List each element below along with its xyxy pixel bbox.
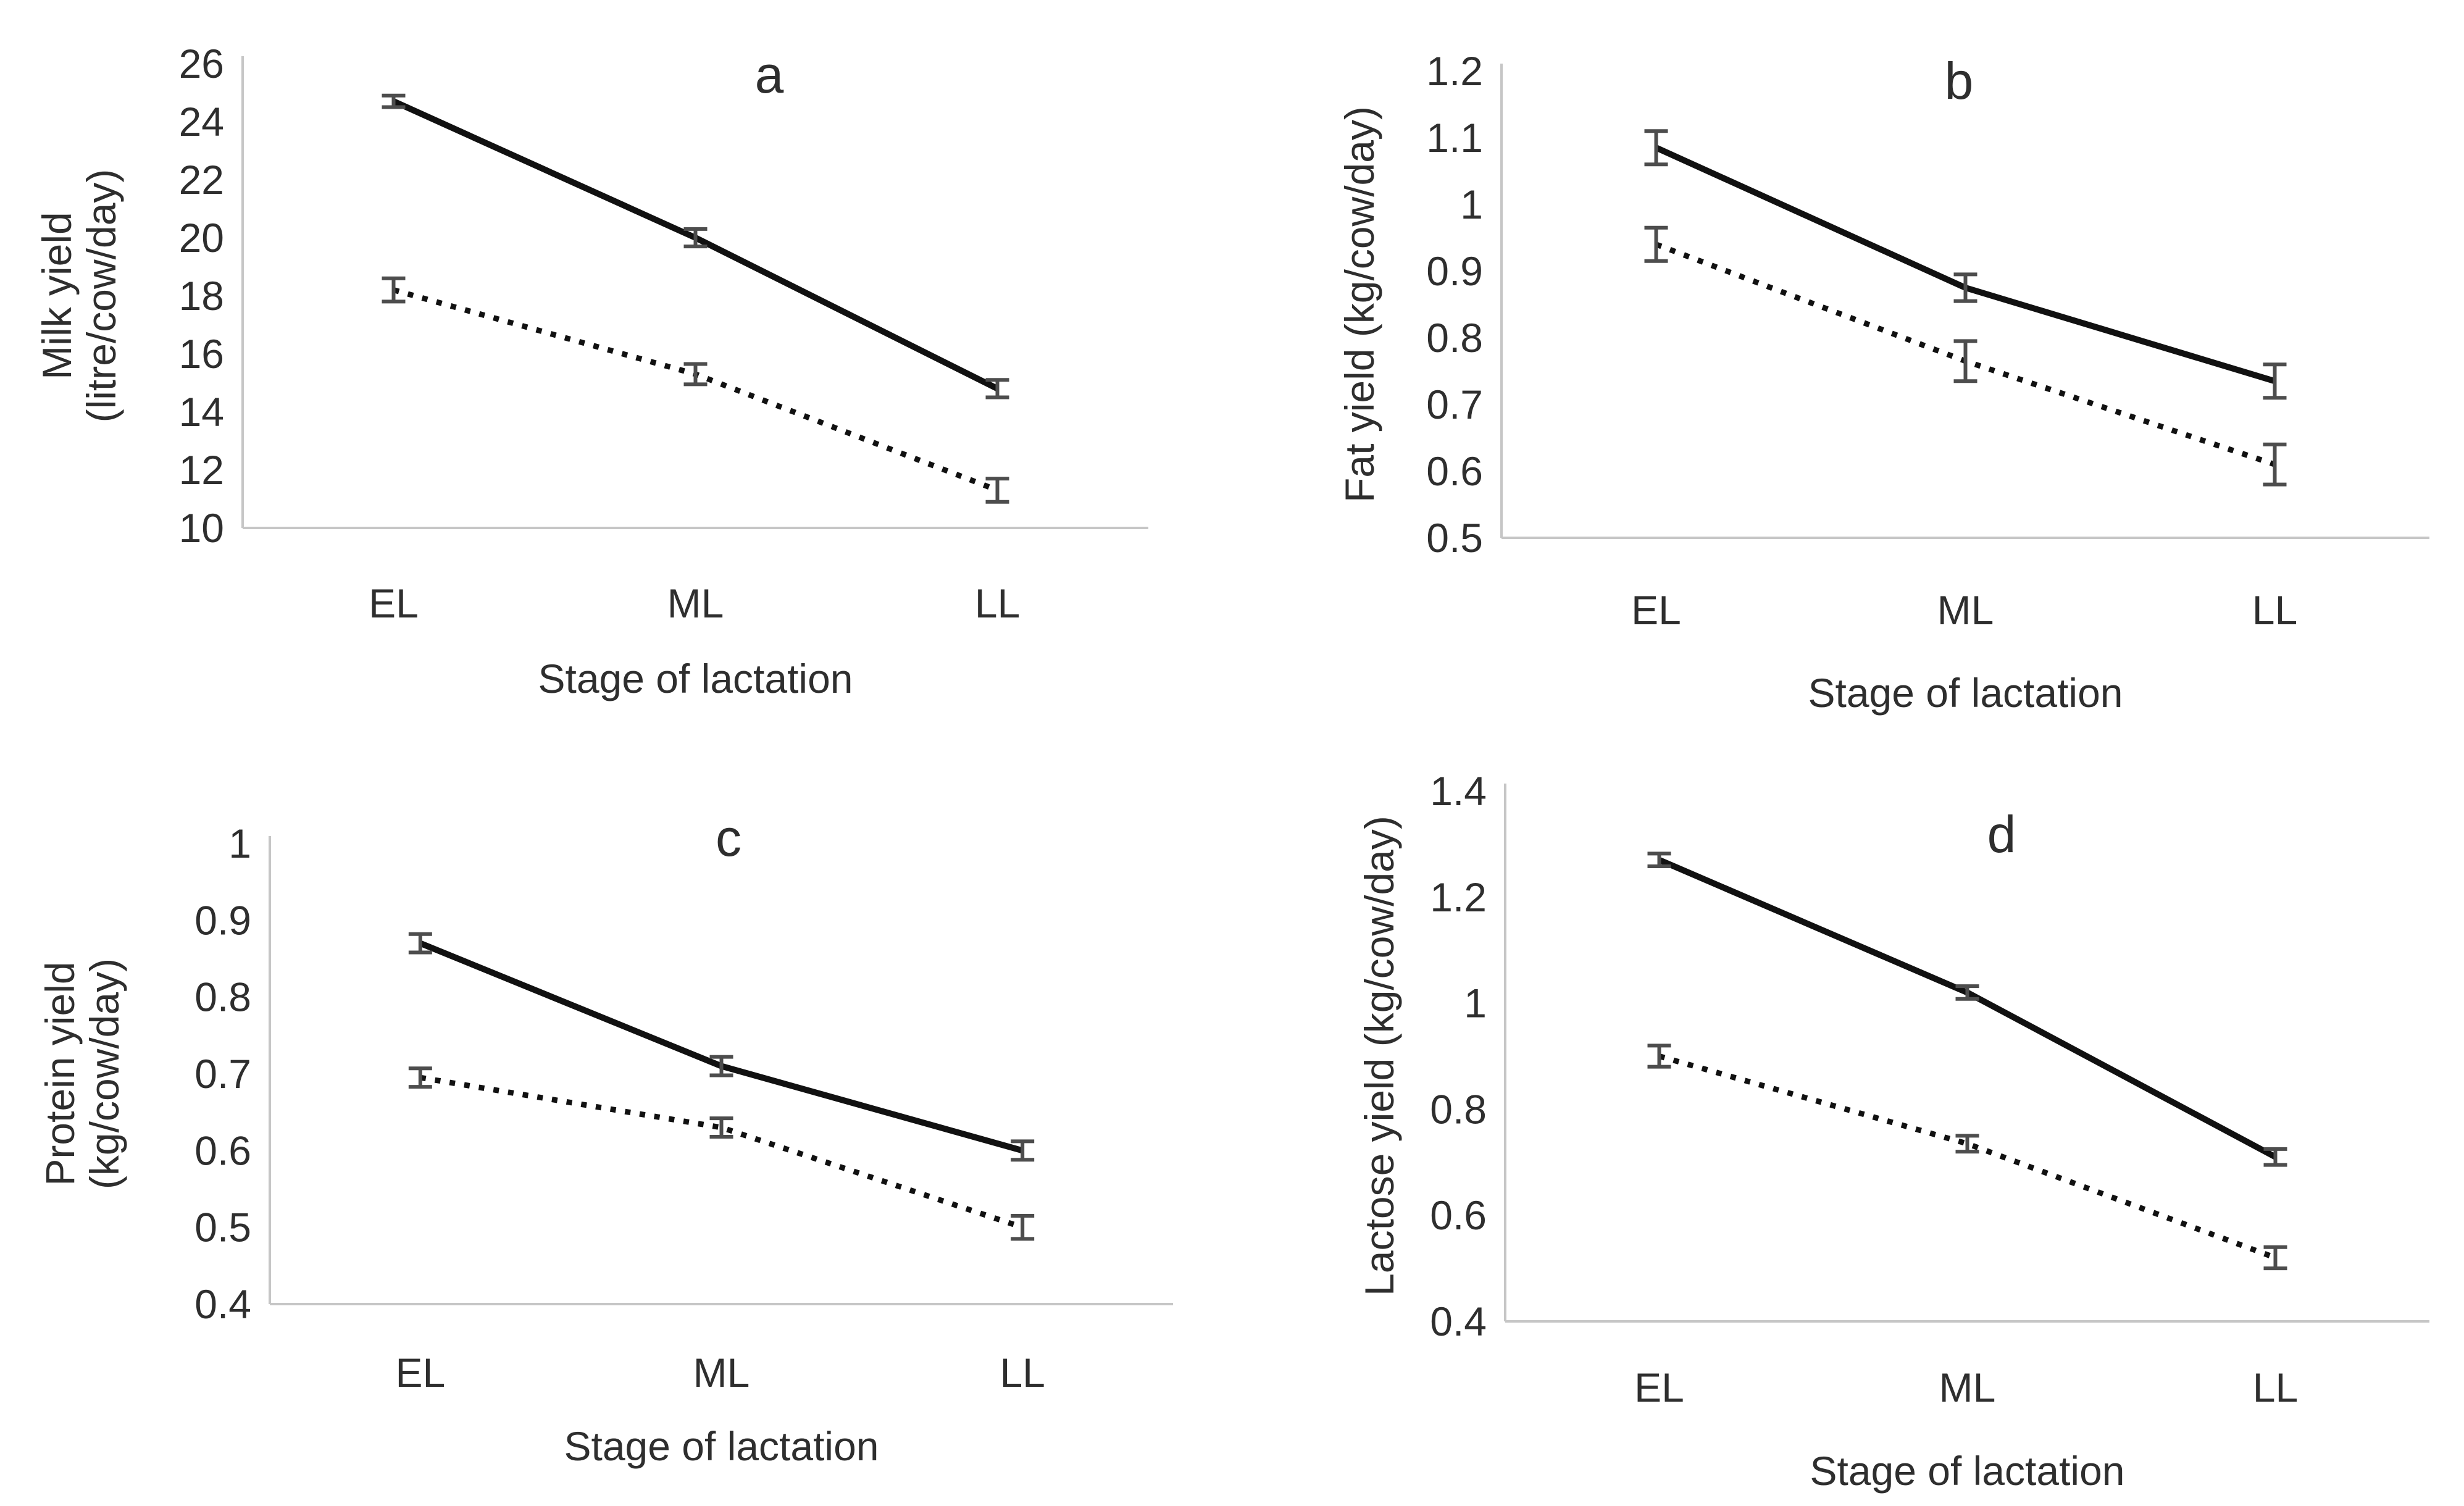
panel-label: b bbox=[1945, 52, 1974, 110]
y-axis-title: (litre/cow/day) bbox=[78, 169, 124, 423]
y-tick-label: 0.6 bbox=[1426, 448, 1483, 494]
x-tick-label: EL bbox=[1631, 587, 1681, 633]
y-tick-label: 1.2 bbox=[1426, 48, 1483, 94]
y-tick-label: 0.9 bbox=[194, 897, 251, 943]
error-bar bbox=[382, 93, 406, 109]
series-line-solid bbox=[1658, 857, 2277, 1160]
series-line-dotted bbox=[1658, 1053, 2277, 1261]
y-tick-label: 20 bbox=[179, 215, 224, 261]
panel-a: 10 12 14 16 18 20 22 24 26 EL ML LL Stage of lactati… bbox=[34, 41, 1148, 701]
x-tick-label: ML bbox=[693, 1350, 750, 1395]
panel-label: d bbox=[1987, 805, 2016, 863]
error-bar bbox=[408, 932, 432, 955]
y-tick-label: 1 bbox=[228, 821, 251, 866]
x-axis-title: Stage of lactation bbox=[1810, 1448, 2124, 1494]
error-bar bbox=[709, 1055, 733, 1077]
error-bar bbox=[683, 227, 708, 249]
y-tick-label: 0.9 bbox=[1426, 248, 1483, 294]
y-tick-label: 22 bbox=[179, 157, 224, 203]
y-tick-label: 0.4 bbox=[194, 1281, 251, 1327]
panel-b: 0.5 0.6 0.7 0.8 0.9 1 1.1 1.2 EL ML LL Stage of lac… bbox=[1337, 48, 2429, 716]
error-bar bbox=[2263, 442, 2287, 487]
y-tick-label: 24 bbox=[179, 99, 224, 144]
y-tick-label: 18 bbox=[179, 273, 224, 319]
panel-label: c bbox=[716, 809, 741, 867]
y-tick-label: 0.5 bbox=[194, 1205, 251, 1250]
y-axis-title: Protein yield bbox=[37, 961, 83, 1186]
x-tick-label: LL bbox=[1000, 1350, 1045, 1395]
error-bar bbox=[985, 477, 1009, 504]
error-bar bbox=[1953, 339, 1977, 383]
y-tick-label: 1 bbox=[1460, 182, 1483, 227]
y-axis-title: (kg/cow/day) bbox=[81, 958, 127, 1189]
y-tick-label: 0.4 bbox=[1430, 1299, 1487, 1344]
y-tick-label: 12 bbox=[179, 447, 224, 493]
x-tick-label: ML bbox=[1939, 1365, 1996, 1410]
y-tick-label: 1.4 bbox=[1430, 768, 1487, 814]
y-axis-title: Milk yield bbox=[34, 212, 80, 379]
y-tick-label: 0.6 bbox=[194, 1127, 251, 1173]
panel-label: a bbox=[755, 46, 784, 104]
y-tick-label: 1.1 bbox=[1426, 115, 1483, 161]
panel-d: 0.4 0.6 0.8 1 1.2 1.4 EL ML LL Stage of lactation… bbox=[1356, 768, 2429, 1494]
y-tick-label: 0.5 bbox=[1426, 515, 1483, 561]
error-bar bbox=[2263, 362, 2287, 400]
x-tick-label: LL bbox=[2253, 1365, 2298, 1410]
y-tick-label: 0.7 bbox=[194, 1051, 251, 1097]
x-tick-label: EL bbox=[369, 580, 419, 626]
x-axis-title: Stage of lactation bbox=[538, 656, 853, 701]
error-bar bbox=[1644, 129, 1668, 167]
series-line-dotted bbox=[420, 1074, 1024, 1230]
error-bar bbox=[2263, 1147, 2287, 1167]
y-axis-title: Lactose yield (kg/cow/day) bbox=[1356, 816, 1402, 1296]
series-line-dotted bbox=[393, 287, 999, 493]
y-tick-label: 1 bbox=[1464, 981, 1487, 1026]
error-bar bbox=[1953, 272, 1977, 303]
x-tick-label: ML bbox=[1937, 587, 1994, 633]
error-bar bbox=[1644, 225, 1668, 263]
error-bar bbox=[1647, 1044, 1671, 1069]
y-tick-label: 10 bbox=[179, 505, 224, 551]
panel-c: 0.4 0.5 0.6 0.7 0.8 0.9 1 EL ML LL Stage of lactat… bbox=[37, 809, 1173, 1469]
y-tick-label: 0.6 bbox=[1430, 1192, 1487, 1238]
error-bar bbox=[1011, 1214, 1035, 1241]
y-tick-label: 1.2 bbox=[1430, 874, 1487, 920]
x-tick-label: ML bbox=[667, 580, 724, 626]
error-bar bbox=[382, 276, 406, 304]
error-bar bbox=[408, 1066, 432, 1089]
x-axis-title: Stage of lactation bbox=[564, 1423, 879, 1469]
error-bar bbox=[1955, 984, 1979, 1001]
error-bar bbox=[1647, 851, 1671, 868]
y-axis-title: Fat yield (kg/cow/day) bbox=[1337, 106, 1382, 503]
y-tick-label: 0.8 bbox=[194, 974, 251, 1020]
error-bar bbox=[985, 378, 1009, 400]
error-bar bbox=[1955, 1134, 1979, 1154]
x-tick-label: EL bbox=[395, 1350, 445, 1395]
y-tick-label: 0.7 bbox=[1426, 382, 1483, 427]
error-bar bbox=[709, 1116, 733, 1139]
y-tick-label: 0.8 bbox=[1426, 315, 1483, 361]
error-bar bbox=[683, 362, 708, 387]
error-bar bbox=[1011, 1139, 1035, 1162]
y-tick-label: 0.8 bbox=[1430, 1086, 1487, 1132]
y-tick-label: 14 bbox=[179, 389, 224, 435]
x-axis-title: Stage of lactation bbox=[1808, 670, 2123, 716]
error-bar bbox=[2263, 1245, 2287, 1271]
y-tick-label: 26 bbox=[179, 41, 224, 86]
x-tick-label: LL bbox=[2252, 587, 2297, 633]
y-tick-label: 16 bbox=[179, 331, 224, 377]
x-tick-label: LL bbox=[975, 580, 1020, 626]
x-tick-label: EL bbox=[1634, 1365, 1684, 1410]
